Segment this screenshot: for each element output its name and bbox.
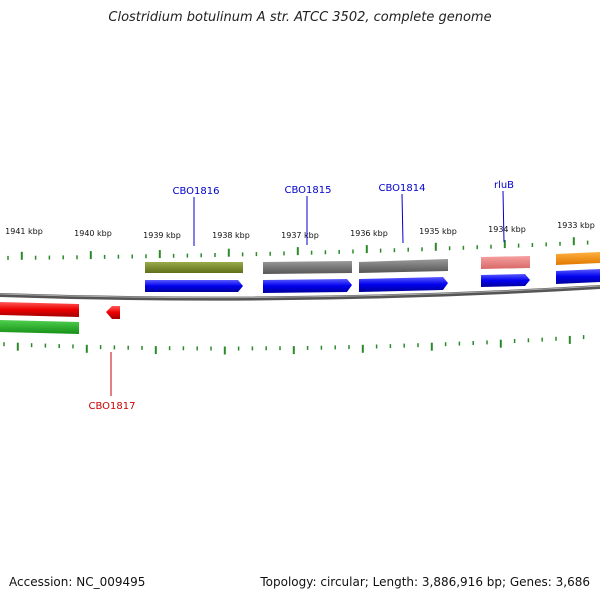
gene-label-cbo1815-group: CBO1815: [285, 185, 332, 245]
tick-labels: 1941 kbp 1940 kbp 1939 kbp 1938 kbp 1937…: [5, 221, 595, 240]
gene-label-cbo1814-group: CBO1814: [379, 183, 426, 244]
cds-arrow-cbo1817[interactable]: [106, 306, 120, 319]
cog-bar-next[interactable]: [556, 252, 600, 265]
reverse-cds-row: [0, 302, 120, 319]
inner-tick-row: [3, 335, 585, 355]
cds-arrow-cbo1816[interactable]: [145, 280, 243, 292]
cog-bar-cbo1814[interactable]: [359, 259, 448, 273]
gene-label-cbo1817[interactable]: CBO1817: [89, 401, 136, 412]
gene-label-cbo1817-group: CBO1817: [89, 352, 136, 412]
gene-label-cbo1816[interactable]: CBO1816: [173, 186, 220, 197]
gene-label-cbo1816-group: CBO1816: [173, 186, 220, 246]
gene-label-cbo1814[interactable]: CBO1814: [379, 183, 426, 194]
cog-bar-cbo1815[interactable]: [263, 261, 352, 274]
gene-label-rlub-group: rluB: [494, 180, 514, 243]
cds-arrow-prev[interactable]: [0, 302, 79, 317]
gene-label-rlub[interactable]: rluB: [494, 180, 514, 191]
tick-label-1939: 1939 kbp: [143, 231, 181, 240]
cds-arrow-cbo1814[interactable]: [359, 277, 448, 292]
tick-label-1937: 1937 kbp: [281, 231, 319, 240]
tick-label-1938: 1938 kbp: [212, 231, 250, 240]
tick-label-1936: 1936 kbp: [350, 229, 388, 238]
accession-info: Accession: NC_009495: [9, 575, 145, 589]
tick-label-1934: 1934 kbp: [488, 225, 526, 234]
cds-arrow-next[interactable]: [556, 269, 600, 284]
tick-label-1941: 1941 kbp: [5, 227, 43, 236]
cog-bar-cbo1816[interactable]: [145, 262, 243, 273]
genome-backbone: [0, 285, 600, 301]
map-title: Clostridium botulinum A str. ATCC 3502, …: [108, 10, 492, 25]
cds-arrow-cbo1815[interactable]: [263, 279, 352, 293]
cog-bar-prev[interactable]: [0, 320, 79, 334]
cog-bar-rlub[interactable]: [481, 256, 530, 269]
accession-value: NC_009495: [76, 575, 146, 589]
tick-label-1935: 1935 kbp: [419, 227, 457, 236]
tick-label-1940: 1940 kbp: [74, 229, 112, 238]
topology-info: Topology: circular; Length: 3,886,916 bp…: [260, 575, 590, 589]
outer-tick-row: [7, 237, 589, 260]
cds-arrow-rlub[interactable]: [481, 274, 530, 287]
accession-label: Accession:: [9, 575, 73, 589]
tick-label-1933: 1933 kbp: [557, 221, 595, 230]
genome-backbone-highlight: [0, 285, 600, 299]
forward-cds-row: [145, 269, 600, 293]
feature-bars-upper: [145, 252, 600, 274]
gene-label-cbo1815[interactable]: CBO1815: [285, 185, 332, 196]
